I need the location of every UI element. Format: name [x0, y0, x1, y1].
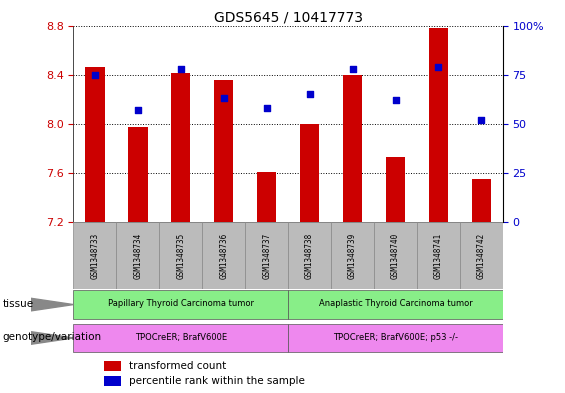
Bar [171, 73, 190, 222]
Bar [85, 67, 105, 222]
Text: Papillary Thyroid Carcinoma tumor: Papillary Thyroid Carcinoma tumor [108, 299, 254, 309]
Text: tissue: tissue [3, 299, 34, 309]
Title: GDS5645 / 10417773: GDS5645 / 10417773 [214, 10, 363, 24]
Bar [202, 222, 245, 289]
Bar [386, 157, 405, 222]
Bar [288, 222, 331, 289]
Point [305, 91, 314, 97]
Bar [417, 222, 460, 289]
Point [477, 117, 486, 123]
Point [434, 64, 443, 70]
Text: percentile rank within the sample: percentile rank within the sample [129, 376, 305, 386]
Text: GSM1348737: GSM1348737 [262, 232, 271, 279]
Bar [103, 361, 121, 371]
Text: TPOCreER; BrafV600E: TPOCreER; BrafV600E [134, 333, 227, 342]
Polygon shape [31, 332, 73, 344]
Text: transformed count: transformed count [129, 361, 227, 371]
Bar [214, 80, 233, 222]
Bar [460, 222, 503, 289]
Point [219, 95, 228, 101]
Text: genotype/variation: genotype/variation [3, 332, 102, 342]
Bar [73, 324, 288, 352]
Text: GSM1348741: GSM1348741 [434, 232, 443, 279]
Text: Anaplastic Thyroid Carcinoma tumor: Anaplastic Thyroid Carcinoma tumor [319, 299, 472, 309]
Bar [288, 290, 503, 319]
Text: TPOCreER; BrafV600E; p53 -/-: TPOCreER; BrafV600E; p53 -/- [333, 333, 458, 342]
Bar [472, 179, 491, 222]
Bar [288, 324, 503, 352]
Bar [159, 222, 202, 289]
Text: GSM1348742: GSM1348742 [477, 232, 486, 279]
Text: GSM1348734: GSM1348734 [133, 232, 142, 279]
Text: GSM1348733: GSM1348733 [90, 232, 99, 279]
Text: GSM1348735: GSM1348735 [176, 232, 185, 279]
Bar [374, 222, 417, 289]
Point [90, 72, 99, 78]
Bar [245, 222, 288, 289]
Text: GSM1348740: GSM1348740 [391, 232, 400, 279]
Text: GSM1348736: GSM1348736 [219, 232, 228, 279]
Text: GSM1348739: GSM1348739 [348, 232, 357, 279]
Bar [300, 124, 319, 222]
Text: GSM1348738: GSM1348738 [305, 232, 314, 279]
Point [348, 66, 357, 72]
Point [176, 66, 185, 72]
Bar [128, 127, 147, 222]
Point [133, 107, 142, 113]
Bar [257, 172, 276, 222]
Bar [429, 28, 448, 222]
Polygon shape [31, 298, 73, 311]
Bar [73, 290, 288, 319]
Point [262, 105, 271, 111]
Bar [103, 376, 121, 386]
Bar [343, 75, 362, 222]
Point [391, 97, 400, 103]
Bar [73, 222, 116, 289]
Bar [116, 222, 159, 289]
Bar [331, 222, 374, 289]
